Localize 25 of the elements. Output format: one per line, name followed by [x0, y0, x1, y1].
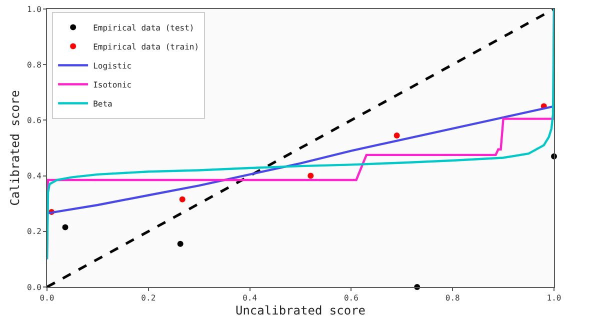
x-tick-label: 0.2 — [141, 294, 156, 303]
point — [62, 224, 68, 230]
y-tick-label: 0.8 — [26, 60, 42, 70]
legend-label: Isotonic — [93, 80, 132, 90]
legend-label: Empirical data (train) — [93, 42, 200, 52]
x-tick-label: 0.0 — [40, 294, 54, 303]
legend-label: Logistic — [93, 61, 132, 70]
point — [177, 240, 184, 247]
x-axis-title: Uncalibrated score — [235, 304, 366, 318]
x-tick-label: 0.4 — [242, 294, 258, 303]
y-tick-label: 0.2 — [26, 227, 42, 236]
y-axis-title: Calibrated score — [8, 90, 22, 206]
point — [308, 172, 314, 179]
x-tick-label: 1.0 — [546, 294, 562, 303]
point — [394, 132, 400, 138]
y-tick-label: 1.0 — [26, 4, 42, 14]
y-tick-label: 0.0 — [26, 282, 42, 292]
x-tick-label: 0.6 — [344, 294, 359, 303]
legend-label: Beta — [93, 99, 113, 108]
x-tick-label: 0.8 — [445, 294, 460, 303]
y-tick-label: 0.6 — [26, 116, 42, 125]
line-series — [47, 105, 554, 214]
legend-label: Empirical data (test) — [93, 23, 194, 32]
y-tick-label: 0.4 — [26, 172, 42, 181]
point — [179, 196, 186, 202]
